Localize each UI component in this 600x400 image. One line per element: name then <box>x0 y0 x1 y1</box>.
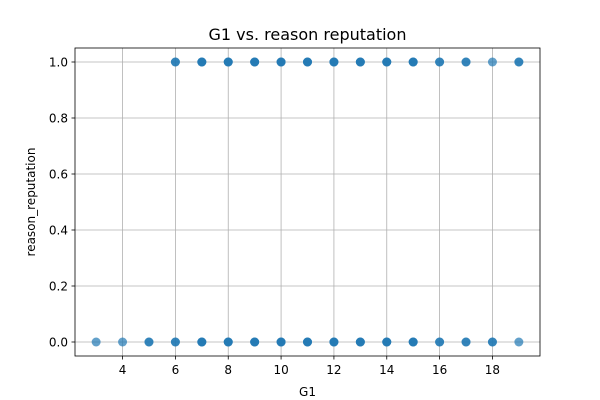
scatter-point <box>250 57 260 67</box>
y-tick-label: 0.4 <box>49 224 68 238</box>
scatter-point <box>435 337 445 347</box>
scatter-point <box>303 57 312 67</box>
scatter-point <box>170 57 180 67</box>
y-axis-ticks: 0.0 0.2 0.4 0.6 0.8 1.0 <box>49 56 75 350</box>
x-tick-label: 14 <box>379 363 394 377</box>
scatter-points <box>91 57 524 347</box>
x-tick-label: 12 <box>326 363 341 377</box>
x-tick-label: 4 <box>119 363 127 377</box>
plot-area <box>74 47 541 357</box>
scatter-point <box>408 337 418 347</box>
x-axis-label: G1 <box>299 385 316 399</box>
scatter-point <box>197 337 207 347</box>
x-tick-label: 16 <box>432 363 447 377</box>
plot-frame <box>74 47 541 357</box>
scatter-point <box>250 337 260 347</box>
scatter-point <box>461 57 471 67</box>
scatter-point <box>435 57 445 67</box>
scatter-point <box>514 337 524 347</box>
scatter-point <box>144 337 154 347</box>
scatter-point <box>487 337 497 347</box>
y-tick-label: 1.0 <box>49 56 68 70</box>
scatter-point <box>408 57 418 67</box>
scatter-point <box>118 337 128 347</box>
y-tick-label: 0.0 <box>49 336 68 350</box>
chart-title: G1 vs. reason reputation <box>209 25 407 44</box>
x-tick-label: 18 <box>485 363 500 377</box>
scatter-point <box>355 57 365 67</box>
scatter-point <box>197 57 207 67</box>
scatter-point <box>276 57 286 67</box>
scatter-point <box>303 337 312 347</box>
x-tick-label: 8 <box>224 363 232 377</box>
x-axis-ticks: 4 6 8 10 12 14 16 18 <box>119 356 500 377</box>
scatter-point <box>223 57 233 67</box>
scatter-point <box>355 337 365 347</box>
scatter-point <box>461 337 471 347</box>
y-tick-label: 0.2 <box>49 280 68 294</box>
x-tick-label: 10 <box>273 363 288 377</box>
scatter-point <box>382 337 392 347</box>
x-tick-label: 6 <box>172 363 180 377</box>
y-axis-label: reason_reputation <box>24 148 38 257</box>
scatter-point <box>382 57 392 67</box>
scatter-point <box>329 57 339 67</box>
plot-background <box>75 48 540 356</box>
scatter-point <box>329 337 339 347</box>
scatter-point <box>223 337 233 347</box>
scatter-point <box>91 337 101 347</box>
y-tick-label: 0.6 <box>49 168 68 182</box>
scatter-point <box>276 337 286 347</box>
y-tick-label: 0.8 <box>49 112 68 126</box>
scatter-point <box>487 57 497 67</box>
scatter-point <box>170 337 180 347</box>
scatter-point <box>514 57 524 67</box>
